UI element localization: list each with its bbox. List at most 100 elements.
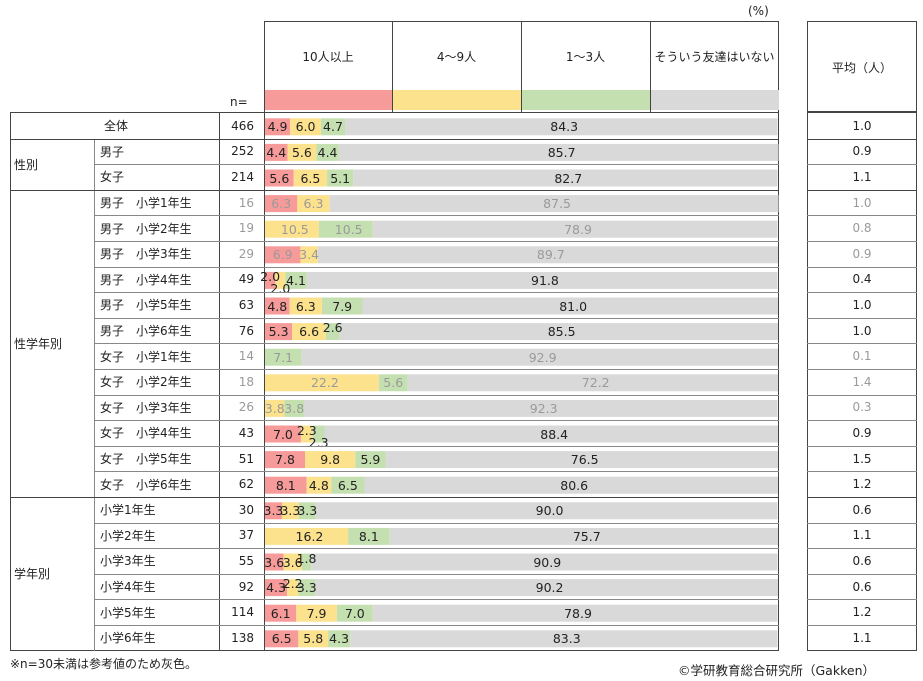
row-label: 男子 <box>100 144 125 159</box>
data-label: 6.5 <box>300 170 321 186</box>
data-label: 4.7 <box>323 119 343 135</box>
data-label: 3.6 <box>264 554 285 570</box>
row-separator <box>807 369 917 370</box>
row-separator <box>95 625 779 626</box>
data-label: 81.0 <box>559 298 588 314</box>
data-label: 92.3 <box>529 400 558 416</box>
row-separator <box>95 445 779 447</box>
data-label: 6.5 <box>271 631 292 647</box>
group-separator <box>10 189 779 191</box>
legend-divider <box>392 21 393 112</box>
data-label: 2.6 <box>322 320 343 336</box>
data-label: 22.2 <box>310 375 339 391</box>
row-n: 30 <box>238 502 254 517</box>
data-label: 6.3 <box>295 298 316 314</box>
row-separator <box>95 241 779 242</box>
data-label: 4.1 <box>286 272 306 288</box>
data-label: 85.7 <box>547 144 576 160</box>
row-n: 114 <box>231 605 254 620</box>
data-label: 5.3 <box>268 324 289 340</box>
legend-label: 10人以上 <box>302 50 354 64</box>
data-label: 2.3 <box>296 422 317 438</box>
row-label: 小学2年生 <box>100 528 156 543</box>
row-label: 小学5年生 <box>100 605 156 620</box>
data-label: 7.9 <box>332 298 353 314</box>
data-label: 5.6 <box>383 375 404 391</box>
legend-swatch <box>393 90 521 110</box>
data-label: 88.4 <box>540 426 569 442</box>
row-label: 小学6年生 <box>100 631 156 646</box>
data-label: 3.3 <box>263 503 284 519</box>
data-label: 5.6 <box>269 170 290 186</box>
group-divider <box>94 189 95 497</box>
data-label: 4.9 <box>267 119 288 135</box>
row-separator <box>95 548 779 550</box>
row-label: 男子 小学3年生 <box>100 247 192 262</box>
data-label: 2.0 <box>260 268 281 284</box>
data-label: 2.3 <box>308 434 329 450</box>
row-n: 14 <box>238 349 254 364</box>
row-n: 18 <box>238 374 254 389</box>
row-separator <box>807 573 917 575</box>
data-label: 6.1 <box>270 605 291 621</box>
row-avg: 1.5 <box>852 451 872 466</box>
row-avg: 1.0 <box>852 297 872 312</box>
data-label: 6.0 <box>295 119 316 135</box>
row-separator <box>95 420 779 422</box>
data-label: 85.5 <box>547 324 576 340</box>
row-label: 小学1年生 <box>100 503 156 518</box>
data-label: 78.9 <box>564 221 592 237</box>
row-label: 男子 小学1年生 <box>100 196 192 211</box>
row-n: 252 <box>231 144 254 159</box>
row-avg: 0.9 <box>852 246 872 261</box>
row-separator <box>807 522 917 524</box>
row-avg: 0.6 <box>852 579 872 594</box>
row-avg: 1.0 <box>852 118 872 133</box>
group-separator <box>807 138 917 140</box>
row-separator <box>95 369 779 370</box>
row-avg: 0.9 <box>852 425 872 440</box>
data-label: 6.3 <box>271 196 292 212</box>
legend-swatch <box>265 90 392 110</box>
data-label: 5.9 <box>360 452 381 468</box>
data-label: 83.3 <box>552 631 581 647</box>
data-label: 8.1 <box>275 477 296 493</box>
unit-label: (%) <box>748 4 769 18</box>
table-frame <box>10 112 779 651</box>
row-avg: 0.6 <box>852 553 872 568</box>
data-label: 78.9 <box>564 605 592 621</box>
row-label: 男子 小学2年生 <box>100 221 192 236</box>
group-label: 性別 <box>14 157 39 172</box>
row-avg: 1.0 <box>852 323 872 338</box>
data-label: 3.8 <box>264 400 285 416</box>
data-label: 3.4 <box>299 247 320 263</box>
row-separator <box>95 471 779 473</box>
row-label: 女子 小学3年生 <box>100 400 192 415</box>
row-separator <box>807 215 917 217</box>
row-n: 138 <box>231 630 254 645</box>
group-separator <box>10 138 779 140</box>
row-n: 29 <box>238 246 254 261</box>
data-label: 8.1 <box>358 528 379 544</box>
data-label: 6.5 <box>337 477 358 493</box>
row-label: 女子 <box>100 170 125 185</box>
data-label: 3.3 <box>296 580 317 596</box>
divider-n <box>219 112 220 651</box>
group-divider <box>94 138 95 190</box>
row-separator <box>807 420 917 422</box>
row-separator <box>807 317 917 319</box>
row-avg: 0.8 <box>852 221 872 236</box>
row-avg: 1.1 <box>852 528 872 543</box>
data-label: 84.3 <box>550 119 579 135</box>
legend-divider <box>521 21 522 112</box>
data-label: 3.3 <box>280 503 301 519</box>
data-label: 7.0 <box>273 426 293 442</box>
row-avg: 0.6 <box>852 502 872 517</box>
data-label: 6.9 <box>272 247 293 263</box>
group-label: 学年別 <box>14 567 51 582</box>
legend-swatch <box>651 90 779 110</box>
data-label: 9.8 <box>320 452 341 468</box>
row-separator <box>807 625 917 626</box>
row-n: 63 <box>238 297 254 312</box>
row-avg: 1.2 <box>852 605 872 620</box>
